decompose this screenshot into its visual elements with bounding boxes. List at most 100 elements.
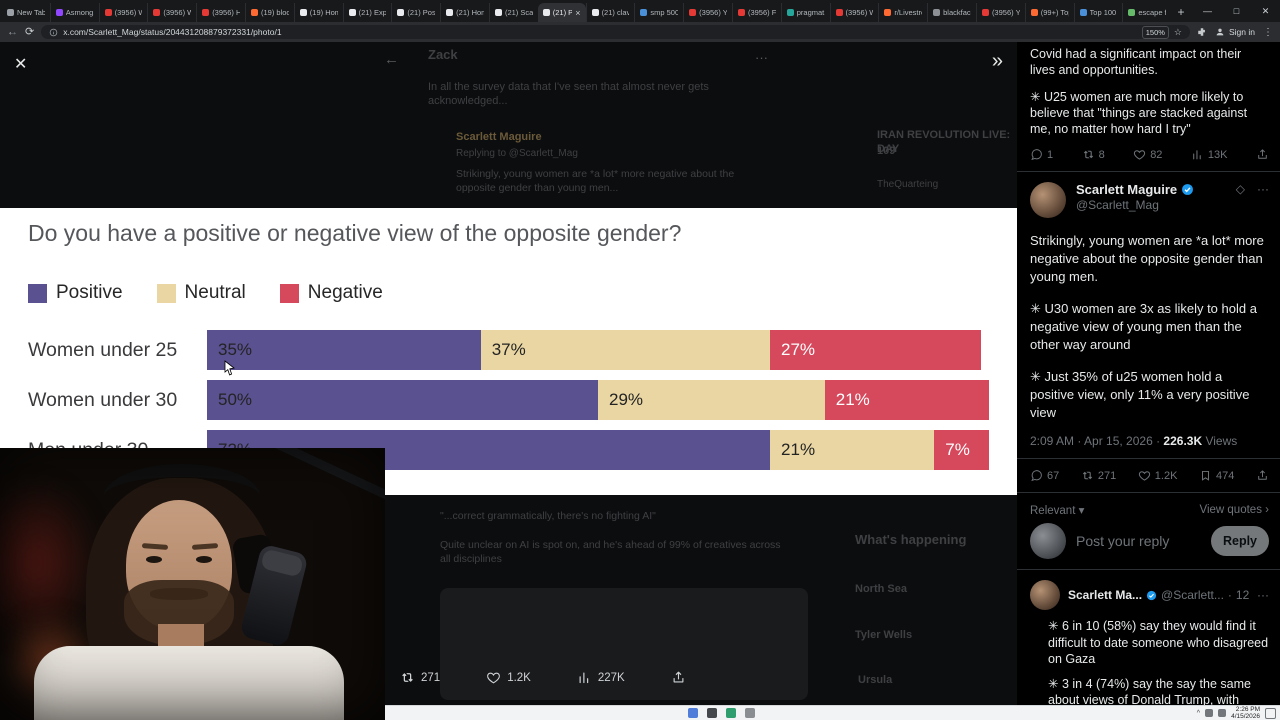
bookmark-icon[interactable] bbox=[1199, 469, 1212, 482]
browser-tab[interactable]: Asmong... bbox=[49, 3, 99, 22]
more-icon[interactable]: ··· bbox=[1257, 182, 1269, 196]
browser-tab[interactable]: (3956) W... bbox=[829, 3, 879, 22]
browser-tab[interactable]: (99+) Top... bbox=[1024, 3, 1074, 22]
browser-tab[interactable]: (3956) Fo... bbox=[731, 3, 781, 22]
share-action[interactable] bbox=[1256, 469, 1269, 482]
browser-tab[interactable]: (3956) W... bbox=[98, 3, 148, 22]
share-icon[interactable] bbox=[671, 670, 686, 685]
forward-button[interactable]: → bbox=[7, 25, 18, 38]
browser-tab[interactable]: (21) Expl... bbox=[342, 3, 392, 22]
display-name[interactable]: Scarlett Maguire bbox=[1076, 182, 1178, 197]
reply-input[interactable]: Post your reply bbox=[1076, 533, 1170, 549]
browser-tab[interactable]: New Tab bbox=[2, 3, 50, 22]
browser-tab[interactable]: (3956) H... bbox=[196, 3, 245, 22]
chart-icon[interactable] bbox=[577, 670, 592, 685]
chart-action[interactable]: 227K bbox=[577, 670, 625, 685]
browser-tab[interactable]: (3956) W... bbox=[147, 3, 196, 22]
share-icon[interactable] bbox=[1256, 148, 1269, 161]
tray-expand-icon[interactable]: ^ bbox=[1196, 709, 1201, 717]
tab-favicon-icon bbox=[835, 9, 843, 16]
new-tab-button[interactable]: + bbox=[1177, 5, 1185, 19]
browser-tab[interactable]: (21) clavi... bbox=[585, 3, 635, 22]
address-bar[interactable]: x.com/Scarlett_Mag/status/20443120887937… bbox=[41, 25, 1190, 39]
back-button[interactable]: ← bbox=[7, 25, 18, 38]
heart-icon[interactable] bbox=[486, 670, 501, 685]
browser-tab[interactable]: smp 500 ... bbox=[634, 3, 683, 22]
chart-action[interactable]: 13K bbox=[1191, 148, 1227, 161]
share-action[interactable] bbox=[671, 670, 686, 685]
sort-selector[interactable]: Relevant ▾ bbox=[1030, 503, 1084, 517]
extensions-icon[interactable] bbox=[1197, 27, 1207, 37]
reload-button[interactable]: ⟳ bbox=[25, 25, 35, 38]
user-handle[interactable]: @Scarlett... bbox=[1161, 588, 1224, 602]
browser-tab[interactable]: (21) P...× bbox=[537, 3, 586, 22]
taskbar-app-icon[interactable] bbox=[745, 708, 755, 718]
url-text[interactable]: x.com/Scarlett_Mag/status/20443120887937… bbox=[63, 27, 282, 37]
view-quotes-link[interactable]: View quotes › bbox=[1200, 504, 1270, 516]
reply-action[interactable]: 1 bbox=[1030, 148, 1053, 161]
heart-icon[interactable] bbox=[1133, 148, 1146, 161]
browser-menu-icon[interactable]: ⋮ bbox=[1263, 26, 1273, 38]
chart-icon[interactable] bbox=[1191, 148, 1204, 161]
photo-close-button[interactable]: ✕ bbox=[14, 56, 28, 73]
window-minimize-button[interactable]: — bbox=[1203, 6, 1212, 16]
avatar[interactable] bbox=[1030, 182, 1066, 218]
retweet-action[interactable]: 271 bbox=[400, 670, 440, 685]
retweet-icon[interactable] bbox=[1082, 148, 1095, 161]
taskbar-app-icon[interactable] bbox=[688, 708, 698, 718]
browser-tab[interactable]: (19) Hom... bbox=[293, 3, 343, 22]
window-close-button[interactable]: ✕ bbox=[1261, 5, 1270, 16]
tab-close-icon[interactable]: × bbox=[575, 7, 581, 18]
heart-action[interactable]: 1.2K bbox=[1138, 469, 1177, 482]
taskbar-clock[interactable]: 2:26 PM 4/15/2026 bbox=[1231, 706, 1260, 720]
reply-action[interactable]: 67 bbox=[1030, 469, 1059, 482]
zoom-level-badge[interactable]: 150% bbox=[1141, 25, 1169, 39]
retweet-action[interactable]: 271 bbox=[1081, 469, 1116, 482]
taskbar-app-icon[interactable] bbox=[726, 708, 736, 718]
user-handle[interactable]: @Scarlett_Mag bbox=[1076, 198, 1159, 212]
taskbar-app-icon[interactable] bbox=[707, 708, 717, 718]
photo-next-button[interactable]: » bbox=[991, 50, 1003, 72]
grok-icon[interactable]: ◇ bbox=[1235, 182, 1245, 196]
notifications-icon[interactable] bbox=[1265, 707, 1276, 719]
tab-favicon-icon bbox=[542, 9, 550, 16]
self-avatar[interactable] bbox=[1030, 523, 1066, 559]
network-icon[interactable] bbox=[1205, 709, 1214, 717]
tweet-text: ✳ 6 in 10 (58%) say they would find it d… bbox=[1048, 619, 1269, 666]
window-maximize-button[interactable]: □ bbox=[1233, 6, 1240, 16]
more-icon[interactable]: ··· bbox=[1257, 588, 1269, 602]
browser-tab[interactable]: (21) Hom... bbox=[440, 3, 489, 22]
heart-action[interactable]: 82 bbox=[1133, 148, 1162, 161]
retweet-icon[interactable] bbox=[1081, 469, 1094, 482]
volume-icon[interactable] bbox=[1218, 709, 1227, 717]
browser-tab[interactable]: r/Livestre... bbox=[878, 3, 927, 22]
heart-action[interactable]: 1.2K bbox=[486, 670, 531, 685]
reply-icon[interactable] bbox=[1030, 469, 1043, 482]
reply-icon[interactable] bbox=[1030, 148, 1043, 161]
chart-title: Do you have a positive or negative view … bbox=[28, 220, 682, 246]
browser-tab[interactable]: (19) bloo... bbox=[244, 3, 294, 22]
share-icon[interactable] bbox=[1256, 469, 1269, 482]
browser-tab[interactable]: Top 100 ... bbox=[1073, 3, 1123, 22]
browser-tab[interactable]: escape fr... bbox=[1122, 3, 1171, 22]
browser-tab[interactable]: pragmat... bbox=[780, 3, 830, 22]
share-action[interactable] bbox=[1256, 148, 1269, 161]
chart-image[interactable]: Do you have a positive or negative view … bbox=[0, 208, 1017, 495]
heart-icon[interactable] bbox=[1138, 469, 1151, 482]
reply-button[interactable]: Reply bbox=[1211, 526, 1269, 556]
retweet-icon[interactable] bbox=[400, 670, 415, 685]
page-info-icon[interactable] bbox=[49, 28, 58, 37]
browser-tab[interactable]: (21) Post... bbox=[391, 3, 440, 22]
avatar[interactable] bbox=[1030, 580, 1060, 610]
display-name[interactable]: Scarlett Ma... bbox=[1068, 588, 1143, 602]
background-glow bbox=[0, 613, 100, 708]
profile-sign-in[interactable]: Sign in bbox=[1215, 27, 1255, 37]
browser-tab[interactable]: (3956) Yo... bbox=[683, 3, 732, 22]
tweet-above[interactable]: Covid had a significant impact on their … bbox=[1030, 46, 1269, 137]
bookmark-action[interactable]: 474 bbox=[1199, 469, 1234, 482]
retweet-action[interactable]: 8 bbox=[1082, 148, 1105, 161]
browser-tab[interactable]: (21) Scarl... bbox=[488, 3, 538, 22]
bookmark-star-icon[interactable]: ☆ bbox=[1173, 26, 1182, 37]
browser-tab[interactable]: blackface... bbox=[927, 3, 976, 22]
browser-tab[interactable]: (3956) Yo... bbox=[975, 3, 1025, 22]
